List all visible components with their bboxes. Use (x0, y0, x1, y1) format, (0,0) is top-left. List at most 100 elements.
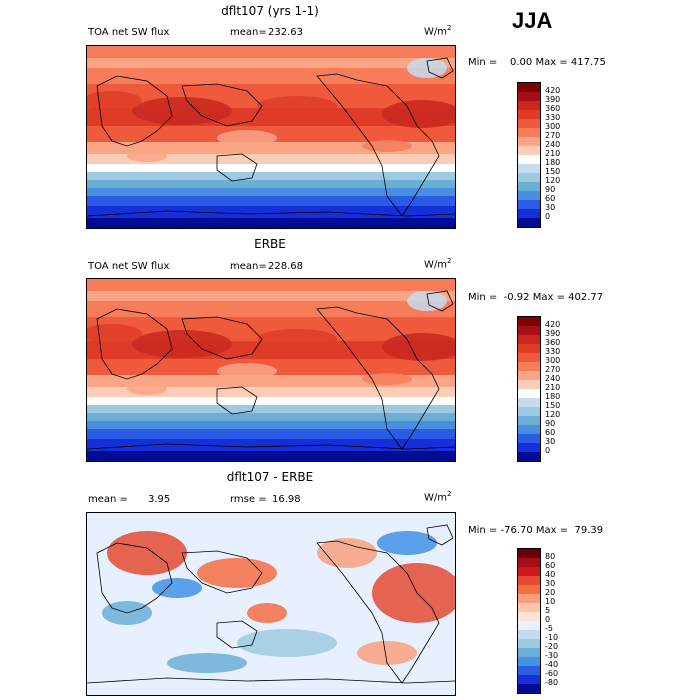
panel3-colorbar-swatch (518, 549, 540, 558)
panel1-colorbar-swatch (518, 110, 540, 119)
panel2-colorbar-tick-label: 180 (545, 392, 561, 401)
panel1-blobs (87, 58, 455, 162)
panel2-latitude-band (87, 301, 455, 317)
panel2-colorbar-swatch (518, 425, 540, 434)
panel3-colorbar-swatch (518, 648, 540, 657)
panel3-colorbar-swatch (518, 657, 540, 666)
panel1-field-patch (217, 130, 277, 146)
panel3-rmse-value: 16.98 (272, 494, 301, 505)
panel1-latitude-band (87, 68, 455, 84)
panel2-colorbar-swatch (518, 452, 540, 461)
panel2-colorbar-tick-label: 330 (545, 347, 561, 356)
panel1-latitude-band (87, 188, 455, 196)
panel2-colorbar-tick-label: 390 (545, 329, 561, 338)
panel1-mean-label: mean= (230, 27, 267, 38)
panel2-mean-label: mean= (230, 261, 267, 272)
panel2-colorbar-swatch (518, 443, 540, 452)
panel2-colorbar-swatch (518, 362, 540, 371)
panel2-latitude-band (87, 413, 455, 421)
panel2-colorbar-tick-label: 0 (545, 446, 551, 455)
panel3-coastline (87, 677, 455, 684)
panel2-colorbar-tick-label: 60 (545, 428, 556, 437)
panel2-colorbar-tick-label: 270 (545, 365, 561, 374)
panel3-field-patch (357, 641, 417, 665)
panel3-range: Min = -76.70 Max = 79.39 (468, 525, 604, 536)
panel3-field-patch (197, 558, 277, 588)
panel2-map-svg (87, 279, 455, 461)
panel2-field-patch (407, 291, 447, 311)
panel1-coastline (96, 75, 173, 147)
panel1-coastline (216, 153, 258, 182)
panel1-title: dflt107 (yrs 1-1) (221, 4, 319, 18)
panel3-coastline (426, 524, 454, 546)
panel3-coastline (96, 542, 173, 614)
panel2-field-patch (127, 383, 167, 395)
panel3-colorbar-swatch (518, 630, 540, 639)
panel1-field-patch (132, 97, 232, 125)
panel1-colorbar-tick-label: 180 (545, 158, 561, 167)
panel2-range: Min = -0.92 Max = 402.77 (468, 292, 604, 303)
panel1-units: W/m2 (424, 24, 451, 37)
panel3-colorbar-swatch (518, 612, 540, 621)
panel2-colorbar-swatch (518, 434, 540, 443)
panel3-colorbar-swatch (518, 621, 540, 630)
panel2-colorbar-tick-label: 240 (545, 374, 561, 383)
panel3-title: dflt107 - ERBE (226, 470, 314, 484)
panel1-latitude-band (87, 164, 455, 172)
panel2-field-patch (87, 324, 142, 344)
panel3-colorbar-tick-label: -30 (545, 651, 559, 660)
panel1-latitude-band (87, 206, 455, 218)
panel3-colorbar (517, 548, 541, 694)
panel2-units-base: W/m (424, 259, 447, 271)
panel1-colorbar-swatch (518, 155, 540, 164)
panel3-colorbar-tick-label: 40 (545, 570, 556, 579)
panel2-colorbar (517, 316, 541, 462)
panel1-field-patch (127, 150, 167, 162)
panel2-latitude-band (87, 387, 455, 397)
panel2-coastline (96, 308, 173, 380)
panel1-latitude-band (87, 196, 455, 206)
panel1-variable: TOA net SW flux (88, 27, 170, 38)
panel3-colorbar-swatch (518, 639, 540, 648)
panel3-colorbar-tick-label: -80 (545, 678, 559, 687)
panel3-colorbar-tick-label: -5 (545, 624, 553, 633)
panel2-field-patch (217, 363, 277, 379)
panel1-mean-value: 232.63 (268, 27, 303, 38)
panel3-colorbar-swatch (518, 594, 540, 603)
panel1-colorbar-swatch (518, 83, 540, 92)
panel3-colorbar-swatch (518, 567, 540, 576)
panel3-units-exp: 2 (447, 490, 452, 498)
panel1-colorbar-tick-label: 150 (545, 167, 561, 176)
panel2-units-exp: 2 (447, 257, 452, 265)
panel2-colorbar-tick-label: 150 (545, 401, 561, 410)
panel2-colorbar-swatch (518, 416, 540, 425)
panel1-colorbar-tick-label: 210 (545, 149, 561, 158)
panel3-coastline (216, 620, 258, 649)
panel2-colorbar-tick-label: 90 (545, 419, 556, 428)
panel2-colorbar-swatch (518, 335, 540, 344)
panel1-latitude-band (87, 58, 455, 68)
panel2-field-patch (257, 329, 337, 349)
panel3-field-patch (377, 531, 437, 555)
panel3-colorbar-swatch (518, 684, 540, 693)
panel2-coastline (426, 290, 454, 312)
panel3-mean-label: mean = (88, 494, 128, 505)
panel1-coastlines (87, 57, 455, 217)
panel1-colorbar-swatch (518, 218, 540, 227)
panel3-colorbar-tick-label: -60 (545, 669, 559, 678)
panel3-colorbar-swatch (518, 576, 540, 585)
panel1-field-patch (87, 91, 142, 111)
panel2-latitude-band (87, 421, 455, 429)
panel1-colorbar-swatch (518, 137, 540, 146)
panel1-field-patch (362, 140, 412, 152)
panel1-colorbar-swatch (518, 191, 540, 200)
panel1-colorbar-tick-label: 120 (545, 176, 561, 185)
panel2-colorbar-swatch (518, 344, 540, 353)
panel2-title: ERBE (254, 237, 286, 251)
panel1-colorbar-tick-label: 420 (545, 86, 561, 95)
panel2-coastline (87, 443, 455, 450)
panel3-colorbar-tick-label: -10 (545, 633, 559, 642)
panel2-coastline (216, 386, 258, 415)
panel1-colorbar-swatch (518, 200, 540, 209)
panel1-coastline (87, 210, 455, 217)
